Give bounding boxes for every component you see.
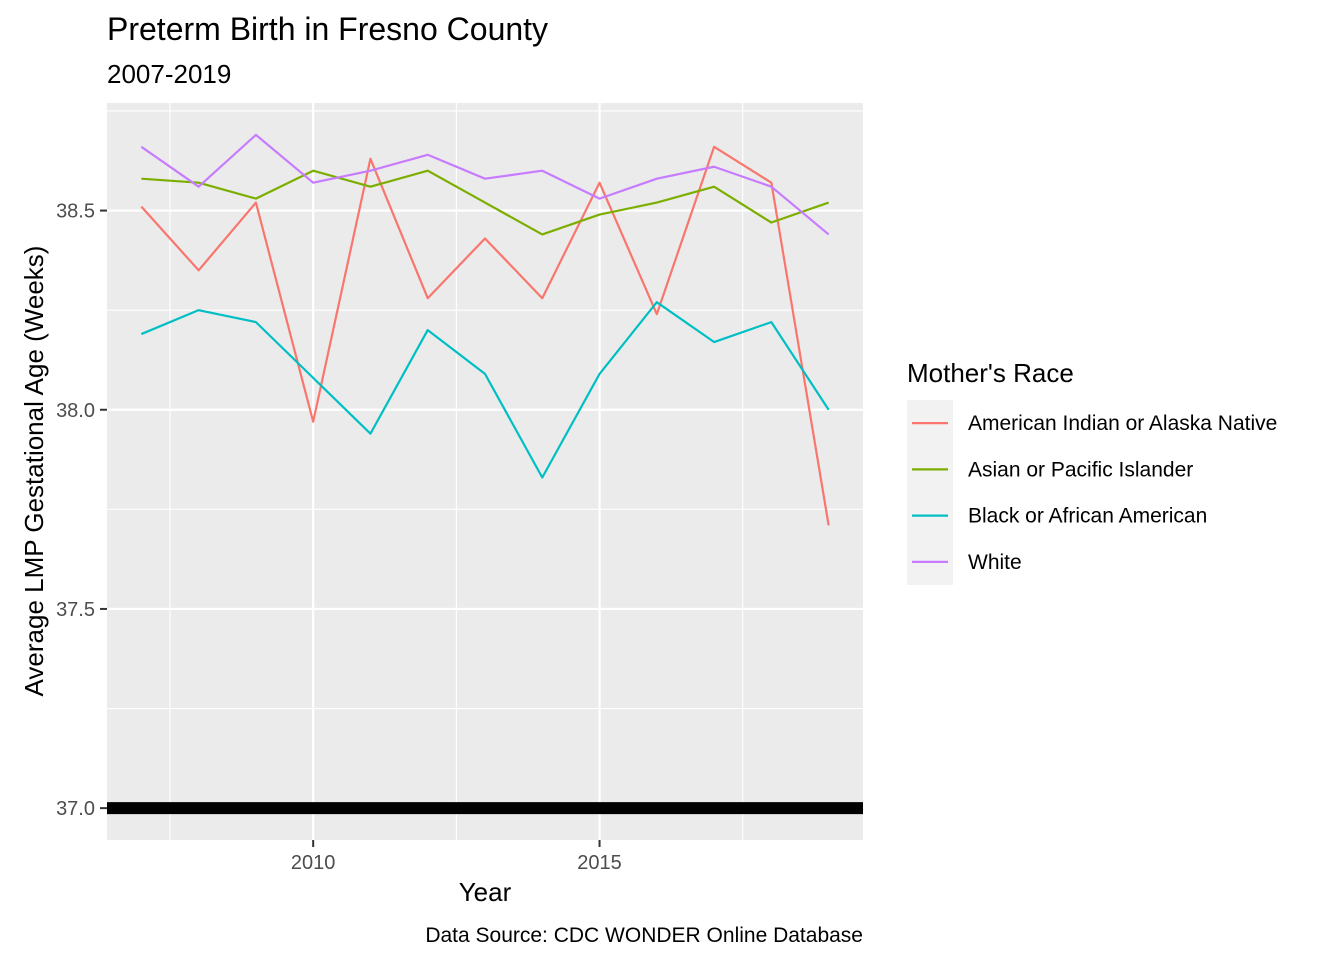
x-axis: 2010 2015 <box>291 840 622 874</box>
y-axis-title: Average LMP Gestational Age (Weeks) <box>19 246 49 697</box>
x-tick-label: 2015 <box>577 852 622 874</box>
legend-label-1: Asian or Pacific Islander <box>968 458 1193 481</box>
y-tick-label: 38.0 <box>56 400 95 422</box>
legend-label-2: Black or African American <box>968 505 1207 528</box>
series-line-2 <box>140 301 830 479</box>
legend-items: American Indian or Alaska Native Asian or… <box>912 412 1277 574</box>
plot-panel <box>107 103 863 840</box>
legend-title: Mother's Race <box>907 358 1074 388</box>
y-tick-label: 38.5 <box>56 201 95 223</box>
chart-title: Preterm Birth in Fresno County <box>107 11 548 47</box>
series-line-1 <box>141 169 830 236</box>
legend-label-3: White <box>968 551 1022 574</box>
legend: Mother's Race American Indian or Alaska … <box>907 358 1277 585</box>
y-tick-label: 37.5 <box>56 599 95 621</box>
series-line-3 <box>140 133 830 236</box>
x-tick-label: 2010 <box>291 852 336 874</box>
series-line-0 <box>140 145 830 526</box>
chart-subtitle: 2007-2019 <box>107 59 231 89</box>
x-axis-title: Year <box>459 877 512 907</box>
y-axis: 37.0 37.5 38.0 38.5 <box>56 201 107 820</box>
series-lines <box>140 133 830 526</box>
legend-label-0: American Indian or Alaska Native <box>968 412 1277 435</box>
y-tick-label: 37.0 <box>56 798 95 820</box>
grid-major <box>107 103 863 840</box>
caption: Data Source: CDC WONDER Online Database <box>425 924 863 947</box>
grid-minor <box>107 103 863 840</box>
legend-key-background <box>907 400 953 585</box>
